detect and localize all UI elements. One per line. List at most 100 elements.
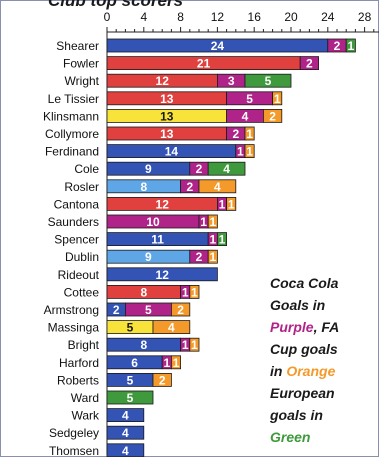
category-label: Sedgeley	[49, 426, 99, 440]
bar-value-label: 13	[160, 127, 174, 141]
category-label: Massinga	[48, 321, 100, 335]
x-tick-label: 24	[321, 10, 335, 24]
category-label: Harford	[59, 356, 99, 370]
bar-segment-label: 1	[209, 250, 216, 264]
legend-in-text: in	[270, 363, 287, 379]
bar-value-label: 2	[113, 303, 120, 317]
category-label: Bright	[68, 338, 100, 352]
bar-segment	[207, 214, 218, 229]
bar-value-label: 9	[145, 250, 152, 264]
bar-segment-label: 2	[159, 373, 166, 387]
bar-segment-label: 2	[334, 39, 341, 53]
bar-segment	[262, 109, 283, 123]
bar-segment	[170, 355, 181, 370]
bar-segment-label: 4	[168, 321, 175, 335]
x-tick-label: 16	[248, 10, 262, 24]
category-label: Shearer	[56, 39, 99, 53]
bar-segment-label: 5	[145, 303, 152, 317]
bar-segment-label: 1	[246, 127, 253, 141]
bar-segment	[272, 91, 283, 106]
category-label: Spencer	[54, 233, 99, 247]
bar-value-label: 5	[127, 373, 134, 387]
legend-line-4: Cup goals	[270, 341, 338, 357]
chart-title-group: Club top scorers	[48, 0, 183, 10]
bar-segment	[207, 249, 218, 264]
category-label: Dublin	[65, 250, 99, 264]
bar-value-label: 4	[122, 444, 129, 457]
bar-segment	[244, 144, 255, 159]
bar-segment-label: 1	[163, 356, 170, 370]
bar-segment-label: 1	[191, 285, 198, 299]
legend: Coca Cola Goals in Purple, FA Cup goals …	[270, 272, 376, 448]
category-label: Cole	[74, 162, 99, 176]
category-label: Klinsmann	[43, 109, 99, 123]
bar-segment-label: 1	[274, 92, 281, 106]
bar-segment-label: 1	[219, 233, 226, 247]
legend-green-word: Green	[270, 429, 311, 445]
bar-segment-label: 1	[182, 338, 189, 352]
bar-value-label: 12	[156, 268, 170, 282]
bar-value-label: 5	[127, 391, 134, 405]
category-label: Ferdinand	[45, 145, 99, 159]
category-label: Fowler	[63, 57, 99, 71]
bar-segment-label: 1	[237, 145, 244, 159]
x-tick-label: 0	[104, 10, 111, 24]
bar-value-label: 8	[140, 180, 147, 194]
category-label: Rosler	[64, 180, 99, 194]
category-label: Wright	[65, 74, 100, 88]
bar-segment-label: 1	[219, 197, 226, 211]
bar-segment-label: 1	[209, 215, 216, 229]
bar-segment	[198, 179, 237, 194]
category-label: Roberts	[57, 373, 99, 387]
x-tick-label: 28	[358, 10, 372, 24]
bar-segment	[207, 161, 246, 176]
bar-segment-label: 2	[196, 250, 203, 264]
bar-segment-label: 2	[186, 180, 193, 194]
bar-segment-label: 1	[228, 197, 235, 211]
bar-segment-league	[106, 267, 218, 282]
bar-segment-label: 2	[269, 109, 276, 123]
category-label: Wark	[71, 409, 100, 423]
bar-value-label: 12	[156, 197, 170, 211]
x-tick-label: 8	[177, 10, 184, 24]
bar-value-label: 5	[127, 321, 134, 335]
bar-value-label: 13	[160, 109, 174, 123]
bar-segment	[189, 337, 200, 352]
bar-value-label: 9	[145, 162, 152, 176]
category-label: Le Tissier	[48, 92, 99, 106]
bar-value-label: 13	[160, 92, 174, 106]
bar-value-label: 24	[211, 39, 225, 53]
bar-segment-league	[106, 408, 145, 423]
bar-value-label: 21	[197, 57, 211, 71]
bar-segment-label: 1	[191, 338, 198, 352]
legend-line-1: Coca Cola	[270, 275, 339, 291]
bar-segment-label: 1	[182, 285, 189, 299]
bar-segment	[170, 302, 191, 317]
legend-purple-word: Purple	[270, 319, 314, 335]
category-label: Saunders	[48, 215, 99, 229]
bar-segment	[226, 196, 237, 211]
bar-value-label: 11	[151, 233, 164, 247]
bars: 24 2 121 212 3 513 5 113 4 213 2 114 1 19 2 48 2 412 1 110 1…	[106, 38, 356, 457]
category-label: Armstrong	[44, 303, 99, 317]
legend-line-3: Purple, FA	[270, 316, 376, 338]
bar-value-label: 4	[122, 409, 129, 423]
category-labels: Shearer Fowler Wright Le Tissier Klinsmann Co…	[43, 39, 100, 457]
bar-value-label: 4	[122, 426, 129, 440]
bar-segment-label: 1	[209, 233, 216, 247]
bar-segment-league	[106, 390, 154, 405]
legend-orange-word: Orange	[286, 363, 336, 379]
bar-value-label: 12	[156, 74, 170, 88]
bar-segment	[299, 56, 320, 70]
category-label: Collymore	[45, 127, 99, 141]
bar-segment-label: 1	[200, 215, 207, 229]
x-tick-label: 20	[284, 10, 298, 24]
bar-segment-label: 2	[232, 127, 239, 141]
bar-segment-label: 2	[196, 162, 203, 176]
legend-fa-text: , FA	[313, 319, 340, 335]
category-label: Rideout	[58, 268, 100, 282]
chart-title: Club top scorers	[48, 0, 183, 10]
bar-segment-label: 2	[177, 303, 184, 317]
category-label: Cantona	[54, 197, 100, 211]
